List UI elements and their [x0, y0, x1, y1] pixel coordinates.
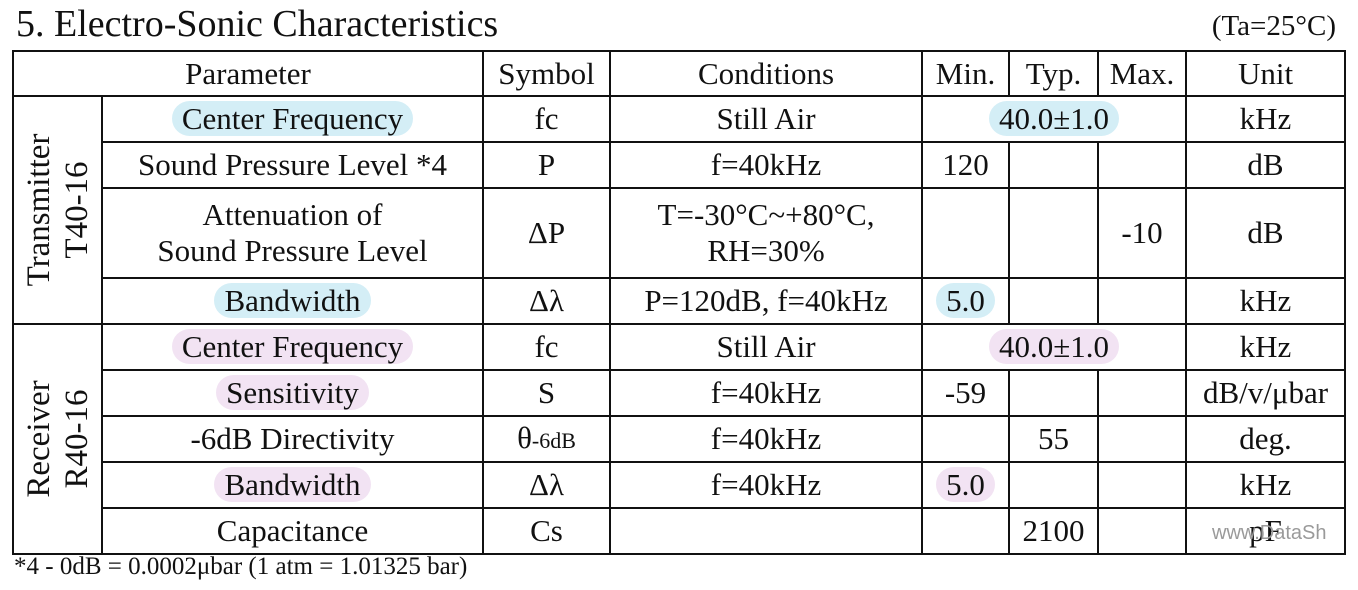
unit-cell: kHz — [1185, 277, 1346, 325]
symbol-cell: Δλ — [482, 277, 611, 325]
header-unit: Unit — [1185, 50, 1346, 97]
symbol-cell: ΔP — [482, 187, 611, 279]
unit-cell: dB — [1185, 141, 1346, 189]
typ-cell: 55 — [1008, 415, 1099, 463]
min-cell: 5.0 — [936, 467, 995, 502]
param-directivity: -6dB Directivity — [101, 415, 484, 463]
typ-cell — [1008, 369, 1099, 417]
param-attenuation: Attenuation of Sound Pressure Level — [101, 187, 484, 279]
table-row: Bandwidth Δλ P=120dB, f=40kHz 5.0 kHz — [13, 277, 1346, 325]
symbol-cell: Cs — [482, 507, 611, 555]
header-parameter: Parameter — [12, 50, 484, 97]
header-max: Max. — [1097, 50, 1187, 97]
param-center-frequency: Center Frequency — [171, 101, 414, 136]
conditions-cell: P=120dB, f=40kHz — [609, 277, 923, 325]
unit-cell: dB/v/μbar — [1185, 369, 1346, 417]
conditions-cell: T=-30°C~+80°C, RH=30% — [609, 187, 923, 279]
symbol-cell: S — [482, 369, 611, 417]
conditions-cell: f=40kHz — [609, 461, 923, 509]
typ-cell — [1008, 461, 1099, 509]
table-row: Receiver R40-16 Center Frequency fc Stil… — [12, 323, 1346, 555]
transmitter-label: Transmitter — [20, 133, 57, 287]
conditions-cell — [609, 507, 923, 555]
conditions-cell: Still Air — [609, 95, 923, 143]
header-symbol: Symbol — [482, 50, 611, 97]
table-row: Sound Pressure Level *4 P f=40kHz 120 dB — [13, 141, 1346, 189]
symbol-cell: θ-6dB — [482, 415, 611, 463]
unit-cell: dB — [1185, 187, 1346, 279]
min-cell — [921, 415, 1010, 463]
param-capacitance: Capacitance — [101, 507, 484, 555]
max-cell — [1097, 415, 1187, 463]
header-typ: Typ. — [1008, 50, 1099, 97]
ambient-temperature-note: (Ta=25°C) — [1211, 10, 1336, 42]
min-cell: -59 — [921, 369, 1010, 417]
table-row: Transmitter T40-16 Center Frequency fc S… — [12, 95, 1346, 325]
max-cell — [1097, 369, 1187, 417]
unit-cell: kHz — [1185, 461, 1346, 509]
typ-cell — [1008, 277, 1099, 325]
param-bandwidth: Bandwidth — [214, 283, 371, 318]
max-cell — [1097, 507, 1187, 555]
param-center-frequency: Center Frequency — [171, 329, 414, 364]
receiver-model: R40-16 — [58, 389, 95, 489]
unit-cell: kHz — [1185, 95, 1346, 143]
param-bandwidth: Bandwidth — [214, 467, 371, 502]
min-cell: 5.0 — [936, 283, 995, 318]
conditions-cell: f=40kHz — [609, 141, 923, 189]
max-cell: -10 — [1097, 187, 1187, 279]
footnote: *4 - 0dB = 0.0002μbar (1 atm = 1.01325 b… — [14, 553, 468, 580]
header-row: Parameter Symbol Conditions Min. Typ. Ma… — [12, 50, 1346, 97]
min-cell — [921, 507, 1010, 555]
transmitter-model: T40-16 — [58, 161, 95, 259]
param-sound-pressure-level: Sound Pressure Level *4 — [101, 141, 484, 189]
symbol-cell: P — [482, 141, 611, 189]
characteristics-table: Parameter Symbol Conditions Min. Typ. Ma… — [12, 50, 1346, 555]
conditions-cell: Still Air — [609, 323, 923, 371]
min-cell: 120 — [921, 141, 1010, 189]
table-row: Bandwidth Δλ f=40kHz 5.0 kHz — [13, 461, 1346, 509]
typ-cell: 40.0±1.0 — [988, 101, 1119, 136]
conditions-cell: f=40kHz — [609, 369, 923, 417]
table-row: Capacitance Cs 2100 pF — [13, 507, 1346, 555]
typ-cell: 2100 — [1008, 507, 1099, 555]
symbol-cell: fc — [482, 95, 611, 143]
table-row: Attenuation of Sound Pressure Level ΔP T… — [13, 187, 1346, 279]
transmitter-group-label: Transmitter T40-16 — [12, 95, 103, 325]
unit-cell: kHz — [1185, 323, 1346, 371]
watermark-text: www.DataSh — [1212, 522, 1327, 544]
symbol-cell: Δλ — [482, 461, 611, 509]
unit-cell: pF — [1185, 507, 1346, 555]
header-min: Min. — [921, 50, 1010, 97]
max-cell — [1097, 461, 1187, 509]
typ-cell — [1008, 141, 1099, 189]
param-sensitivity: Sensitivity — [216, 375, 369, 410]
max-cell — [1097, 277, 1187, 325]
typ-cell: 40.0±1.0 — [988, 329, 1119, 364]
min-cell — [921, 187, 1010, 279]
typ-cell — [1008, 187, 1099, 279]
unit-cell: deg. — [1185, 415, 1346, 463]
receiver-label: Receiver — [20, 380, 57, 498]
table-row: -6dB Directivity θ-6dB f=40kHz 55 deg. — [13, 415, 1346, 463]
receiver-group-label: Receiver R40-16 — [12, 323, 103, 555]
header-conditions: Conditions — [609, 50, 923, 97]
page-title: 5. Electro-Sonic Characteristics — [16, 3, 499, 45]
conditions-cell: f=40kHz — [609, 415, 923, 463]
table-row: Sensitivity S f=40kHz -59 dB/v/μbar — [13, 369, 1346, 417]
max-cell — [1097, 141, 1187, 189]
symbol-cell: fc — [482, 323, 611, 371]
